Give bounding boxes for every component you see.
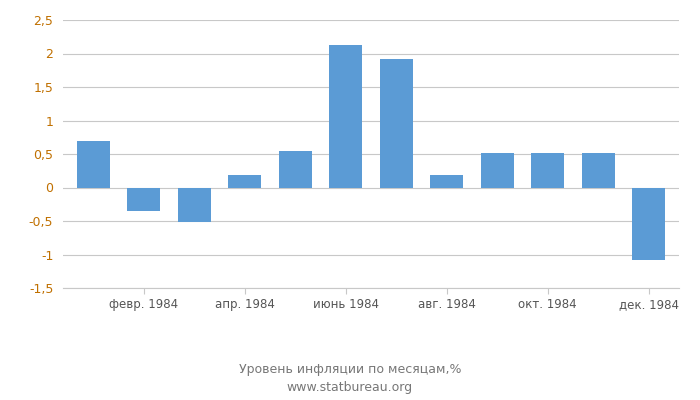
- Bar: [279, 151, 312, 188]
- Bar: [380, 59, 413, 188]
- Bar: [329, 45, 362, 188]
- Bar: [582, 153, 615, 188]
- Bar: [228, 176, 261, 188]
- Text: www.statbureau.org: www.statbureau.org: [287, 382, 413, 394]
- Legend: Индия, 1984: Индия, 1984: [304, 395, 438, 400]
- Bar: [127, 188, 160, 211]
- Bar: [430, 176, 463, 188]
- Bar: [481, 153, 514, 188]
- Bar: [632, 188, 665, 260]
- Text: Уровень инфляции по месяцам,%: Уровень инфляции по месяцам,%: [239, 364, 461, 376]
- Bar: [178, 188, 211, 222]
- Bar: [77, 141, 110, 188]
- Bar: [531, 153, 564, 188]
